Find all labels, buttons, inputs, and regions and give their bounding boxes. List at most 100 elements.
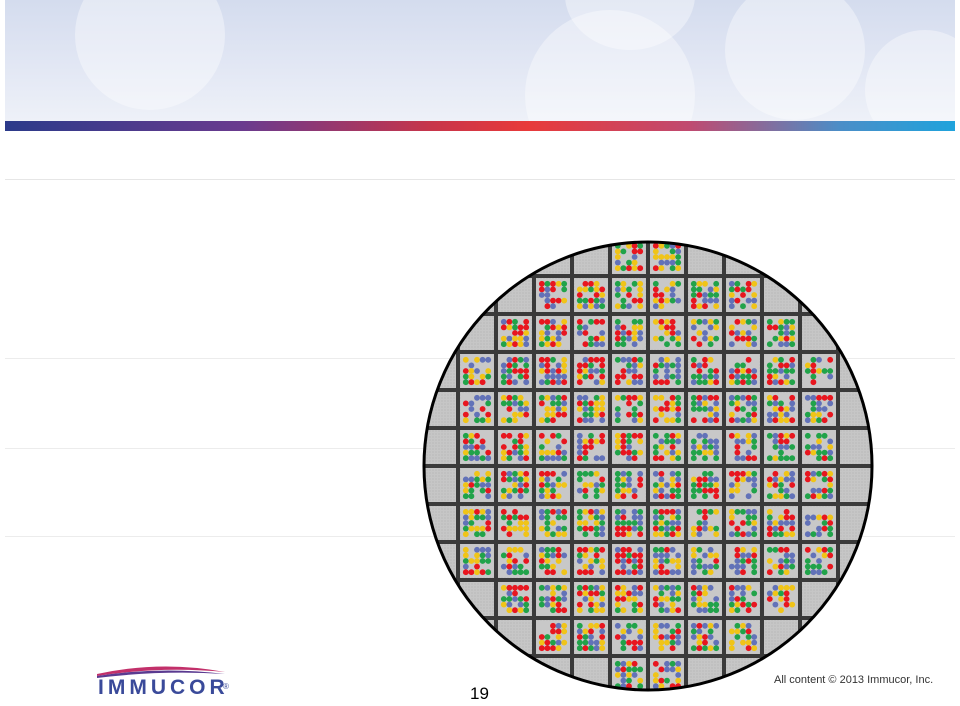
wafer-outline [422, 240, 874, 692]
bead-array-tile [536, 278, 570, 312]
bead [740, 622, 746, 629]
bead [827, 444, 834, 450]
bead [588, 558, 594, 564]
bead [593, 368, 600, 374]
bead [827, 552, 834, 559]
bead [485, 400, 492, 407]
wafer-cell [610, 390, 648, 428]
bead [626, 487, 632, 494]
bead [468, 362, 475, 369]
bead [637, 432, 644, 439]
bead [702, 508, 708, 515]
bead [740, 470, 746, 477]
bead [506, 476, 513, 483]
bead [734, 482, 741, 488]
bead [740, 546, 746, 553]
bead-array-tile [650, 468, 684, 502]
bead [772, 520, 779, 526]
bead [707, 569, 714, 576]
bead [599, 417, 606, 424]
bead [751, 432, 758, 439]
bead [517, 607, 524, 614]
bead [745, 558, 752, 564]
bead [637, 280, 644, 287]
bead [675, 470, 682, 477]
bead-array-tile [612, 392, 646, 426]
bead [555, 335, 562, 342]
bead [593, 341, 600, 348]
bead [652, 558, 659, 564]
bead [500, 362, 507, 369]
bead [517, 394, 524, 401]
bead [702, 455, 708, 462]
bead [740, 438, 746, 445]
bead [783, 487, 790, 494]
bead [576, 400, 583, 407]
bead [751, 303, 758, 310]
bead [462, 569, 469, 576]
bead [696, 286, 703, 293]
bead [766, 482, 773, 488]
bead [669, 634, 676, 640]
bead [789, 324, 796, 331]
bead [631, 645, 638, 652]
wafer-cell [838, 242, 872, 276]
wafer-cell [424, 656, 458, 690]
bead [544, 569, 551, 576]
bead [713, 508, 720, 515]
bead [485, 455, 492, 462]
bead [707, 324, 714, 331]
bead-array-tile [802, 506, 836, 540]
bead [582, 487, 589, 494]
bead [658, 379, 665, 386]
bead [728, 368, 735, 374]
bead [669, 438, 676, 445]
bead [637, 303, 644, 310]
bead [599, 400, 606, 407]
bead [544, 470, 551, 477]
bead [544, 286, 551, 293]
bead [599, 341, 606, 348]
wafer-cell [762, 580, 800, 618]
bead [751, 634, 758, 640]
bead [593, 546, 600, 553]
bead [745, 514, 752, 521]
bead [517, 455, 524, 462]
bead [576, 394, 583, 401]
bead [821, 368, 828, 374]
bead [772, 400, 779, 407]
wafer-cell [534, 466, 572, 504]
bead-array-tile [612, 354, 646, 388]
bead [626, 455, 632, 462]
bead [620, 660, 627, 667]
wafer-cell [648, 276, 686, 314]
bead [658, 645, 665, 652]
bead [658, 514, 665, 521]
bead [740, 476, 746, 483]
bead [637, 417, 644, 424]
bead [474, 449, 480, 456]
bead [561, 449, 568, 456]
wafer-cell [800, 242, 838, 276]
wafer-cell [572, 276, 610, 314]
bead [538, 449, 545, 456]
bead [789, 356, 796, 363]
bead [523, 444, 530, 450]
bead [664, 482, 670, 488]
bead [734, 563, 741, 570]
bead [576, 379, 583, 386]
bead [576, 569, 583, 576]
bead-array-tile [764, 506, 798, 540]
bead [500, 470, 507, 477]
bead [690, 318, 697, 325]
bead [523, 607, 530, 614]
bead [576, 438, 583, 445]
bead [740, 292, 746, 298]
bead [599, 558, 606, 564]
bead [669, 470, 676, 477]
bead [637, 514, 644, 521]
bead [669, 280, 676, 287]
bead [637, 607, 644, 614]
bead [599, 487, 606, 494]
bead [690, 476, 697, 483]
